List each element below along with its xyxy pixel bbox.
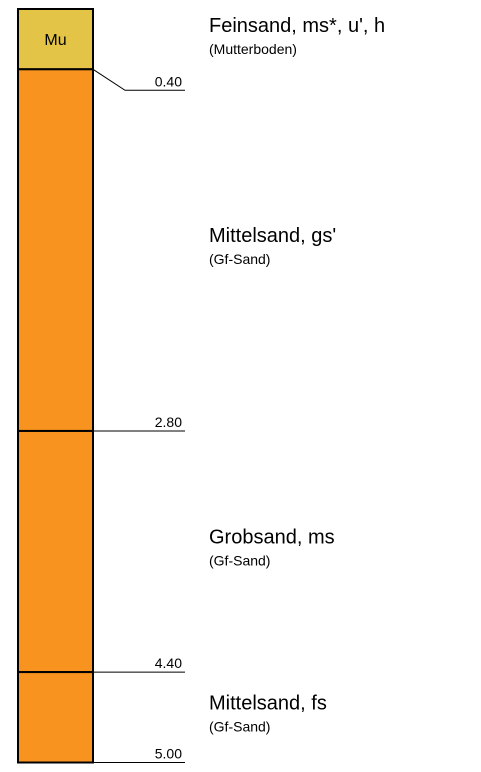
soil-layer <box>17 68 94 432</box>
layer-name: Grobsand, ms <box>209 527 335 549</box>
depth-label: 0.40 <box>155 73 182 89</box>
layer-note: (Mutterboden) <box>209 41 297 57</box>
layer-code: Mu <box>44 32 66 49</box>
depth-label: 4.40 <box>155 655 182 671</box>
depth-leader <box>92 68 185 91</box>
soil-layer <box>17 671 94 764</box>
layer-note: (Gf-Sand) <box>209 718 270 734</box>
depth-label: 2.80 <box>155 414 182 430</box>
layer-name: Mittelsand, gs' <box>209 225 336 247</box>
layer-name: Feinsand, ms*, u', h <box>209 15 385 37</box>
layer-note: (Gf-Sand) <box>209 553 270 569</box>
soil-layer <box>17 429 94 674</box>
layer-note: (Gf-Sand) <box>209 251 270 267</box>
layer-name: Mittelsand, fs <box>209 692 327 714</box>
depth-label: 5.00 <box>155 746 182 762</box>
